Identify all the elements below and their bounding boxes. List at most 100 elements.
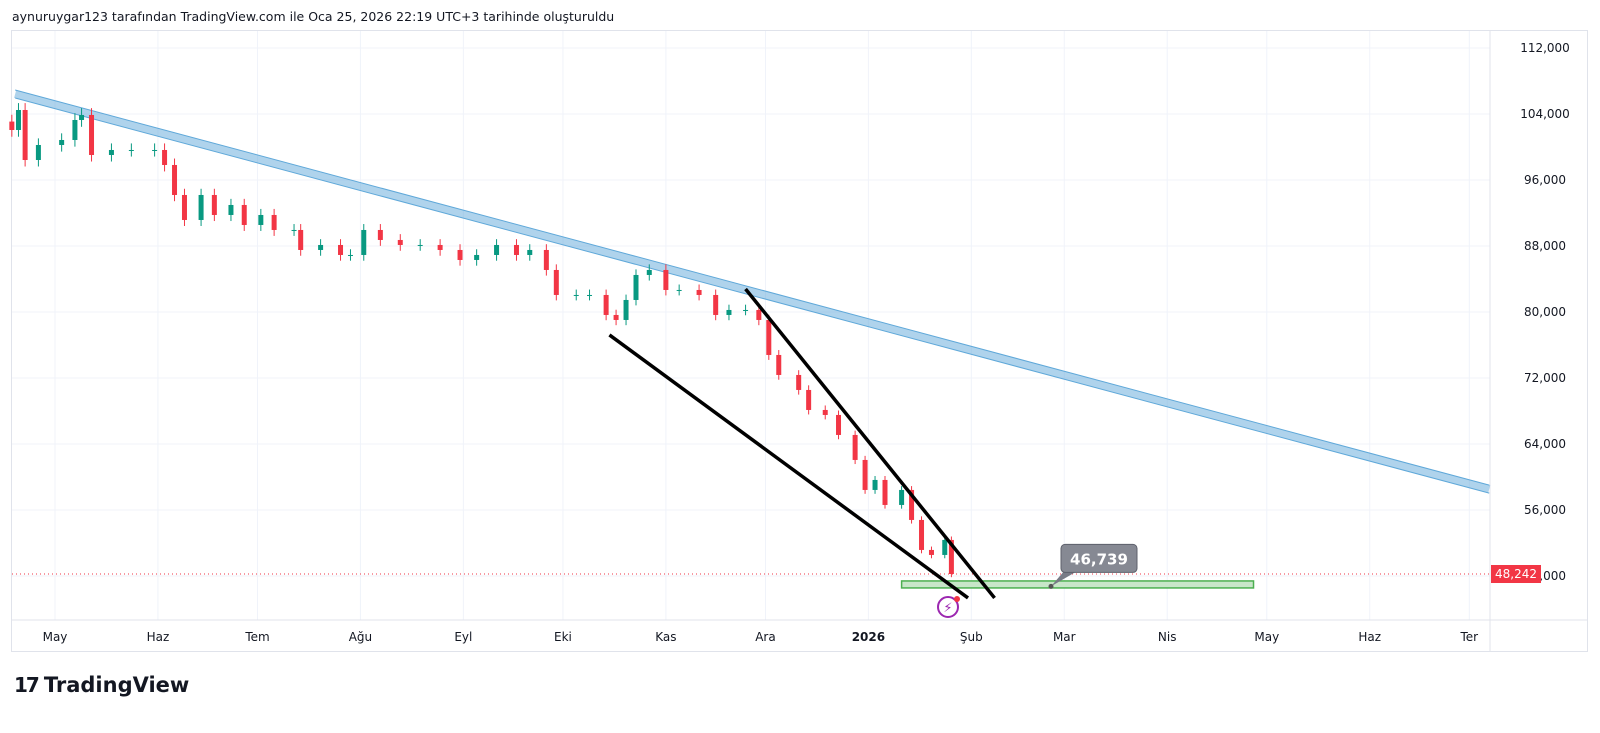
candle — [676, 289, 682, 291]
candle — [928, 549, 934, 555]
x-tick-label: Eyl — [454, 630, 472, 644]
price-callout-pointer — [1051, 572, 1075, 587]
candle — [361, 229, 367, 255]
x-tick-label: Ağu — [349, 630, 372, 644]
logo-text: TradingView — [43, 673, 190, 697]
price-callout — [1060, 543, 1138, 573]
candle — [437, 244, 443, 250]
event-dot-icon — [954, 596, 960, 602]
candle — [919, 519, 925, 550]
candle — [796, 374, 802, 390]
candle — [948, 539, 954, 575]
candle — [743, 309, 749, 311]
candle — [72, 119, 78, 140]
x-tick-label: May — [43, 630, 68, 644]
candle — [646, 269, 652, 275]
candle — [298, 229, 304, 250]
candle — [291, 229, 297, 231]
candle — [573, 294, 579, 296]
candle — [633, 274, 639, 300]
wedge-upper-line — [744, 287, 996, 600]
last-price-badge — [1491, 565, 1541, 584]
candle — [181, 194, 187, 220]
candle — [553, 269, 559, 295]
x-tick-label: Haz — [1358, 630, 1381, 644]
candle — [872, 479, 878, 490]
candle — [852, 434, 858, 460]
candle — [587, 294, 593, 296]
candle — [108, 149, 114, 155]
y-tick-label: 112,000 — [1520, 41, 1570, 55]
callout-anchor-point — [1048, 583, 1054, 589]
support-zone — [900, 580, 1255, 589]
y-tick-label: 64,000 — [1524, 437, 1566, 451]
candle — [613, 314, 619, 320]
candle — [909, 489, 915, 520]
x-tick-label: Şub — [960, 630, 983, 644]
lightning-icon: ⚡ — [943, 601, 952, 616]
candle — [347, 254, 353, 256]
x-tick-label: Ara — [755, 630, 776, 644]
candle — [89, 114, 95, 155]
x-tick-label: Tem — [244, 630, 269, 644]
x-tick-label: 2026 — [852, 630, 885, 644]
candle — [776, 354, 782, 375]
candle — [806, 389, 812, 410]
candle — [9, 121, 15, 130]
candle — [241, 204, 247, 225]
y-tick-label: 96,000 — [1524, 173, 1566, 187]
x-tick-label: Ter — [1460, 630, 1479, 644]
chart-frame — [11, 30, 1588, 652]
x-tick-label: Kas — [655, 630, 676, 644]
price-callout-label: 46,739 — [1070, 550, 1128, 568]
y-tick-label: 56,000 — [1524, 503, 1566, 517]
x-tick-label: Mar — [1053, 630, 1076, 644]
candle — [258, 214, 264, 225]
candle — [713, 294, 719, 315]
candle — [696, 289, 702, 295]
chart-caption: aynuruygar123 tarafından TradingView.com… — [12, 9, 615, 24]
candle — [338, 244, 344, 255]
candle — [228, 204, 234, 215]
candle — [513, 244, 519, 255]
candle — [35, 144, 41, 160]
candle — [457, 249, 463, 260]
lightning-event-icon — [937, 596, 959, 618]
candle — [527, 249, 533, 255]
candle — [417, 244, 423, 246]
tradingview-logo[interactable]: 17 TradingView — [14, 673, 189, 697]
candle — [15, 109, 21, 130]
candle — [172, 164, 178, 195]
candle — [623, 299, 629, 320]
candle — [603, 294, 609, 315]
candle — [766, 319, 772, 355]
y-tick-label: 80,000 — [1524, 305, 1566, 319]
candle — [198, 194, 204, 220]
y-tick-label: 72,000 — [1524, 371, 1566, 385]
candle — [79, 114, 85, 120]
candle — [899, 489, 905, 505]
candle — [152, 149, 158, 151]
candle — [494, 244, 500, 255]
candle — [474, 254, 480, 260]
candle — [128, 149, 134, 151]
candle — [211, 194, 217, 215]
candle — [942, 539, 948, 555]
candle — [663, 269, 669, 290]
trend-channel — [14, 90, 1491, 494]
y-tick-label: 88,000 — [1524, 239, 1566, 253]
x-tick-label: Nis — [1158, 630, 1177, 644]
candle — [22, 109, 28, 160]
candle — [543, 249, 549, 270]
trend-channel-top — [15, 89, 1490, 486]
candle — [756, 309, 762, 320]
candle — [862, 459, 868, 490]
candle — [726, 309, 732, 315]
x-tick-label: May — [1254, 630, 1279, 644]
candle — [836, 414, 842, 435]
last-price-label: 48,242 — [1495, 567, 1537, 581]
y-tick-label: 104,000 — [1520, 107, 1570, 121]
wedge-lower-line — [608, 333, 970, 600]
candle — [397, 239, 403, 245]
